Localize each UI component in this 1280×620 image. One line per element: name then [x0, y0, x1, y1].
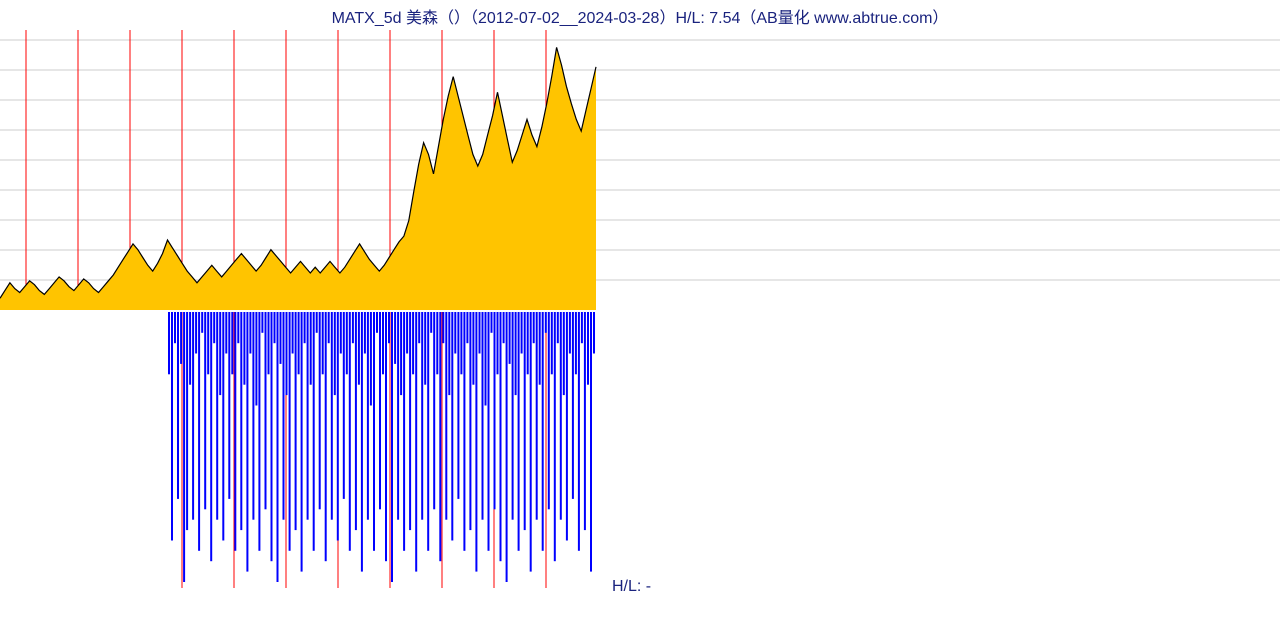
chart-canvas: [0, 0, 1280, 620]
price-area-chart: [0, 30, 1280, 310]
indicator-bar-chart: [168, 312, 595, 588]
bottom-hl-label: H/L: -: [612, 578, 651, 596]
